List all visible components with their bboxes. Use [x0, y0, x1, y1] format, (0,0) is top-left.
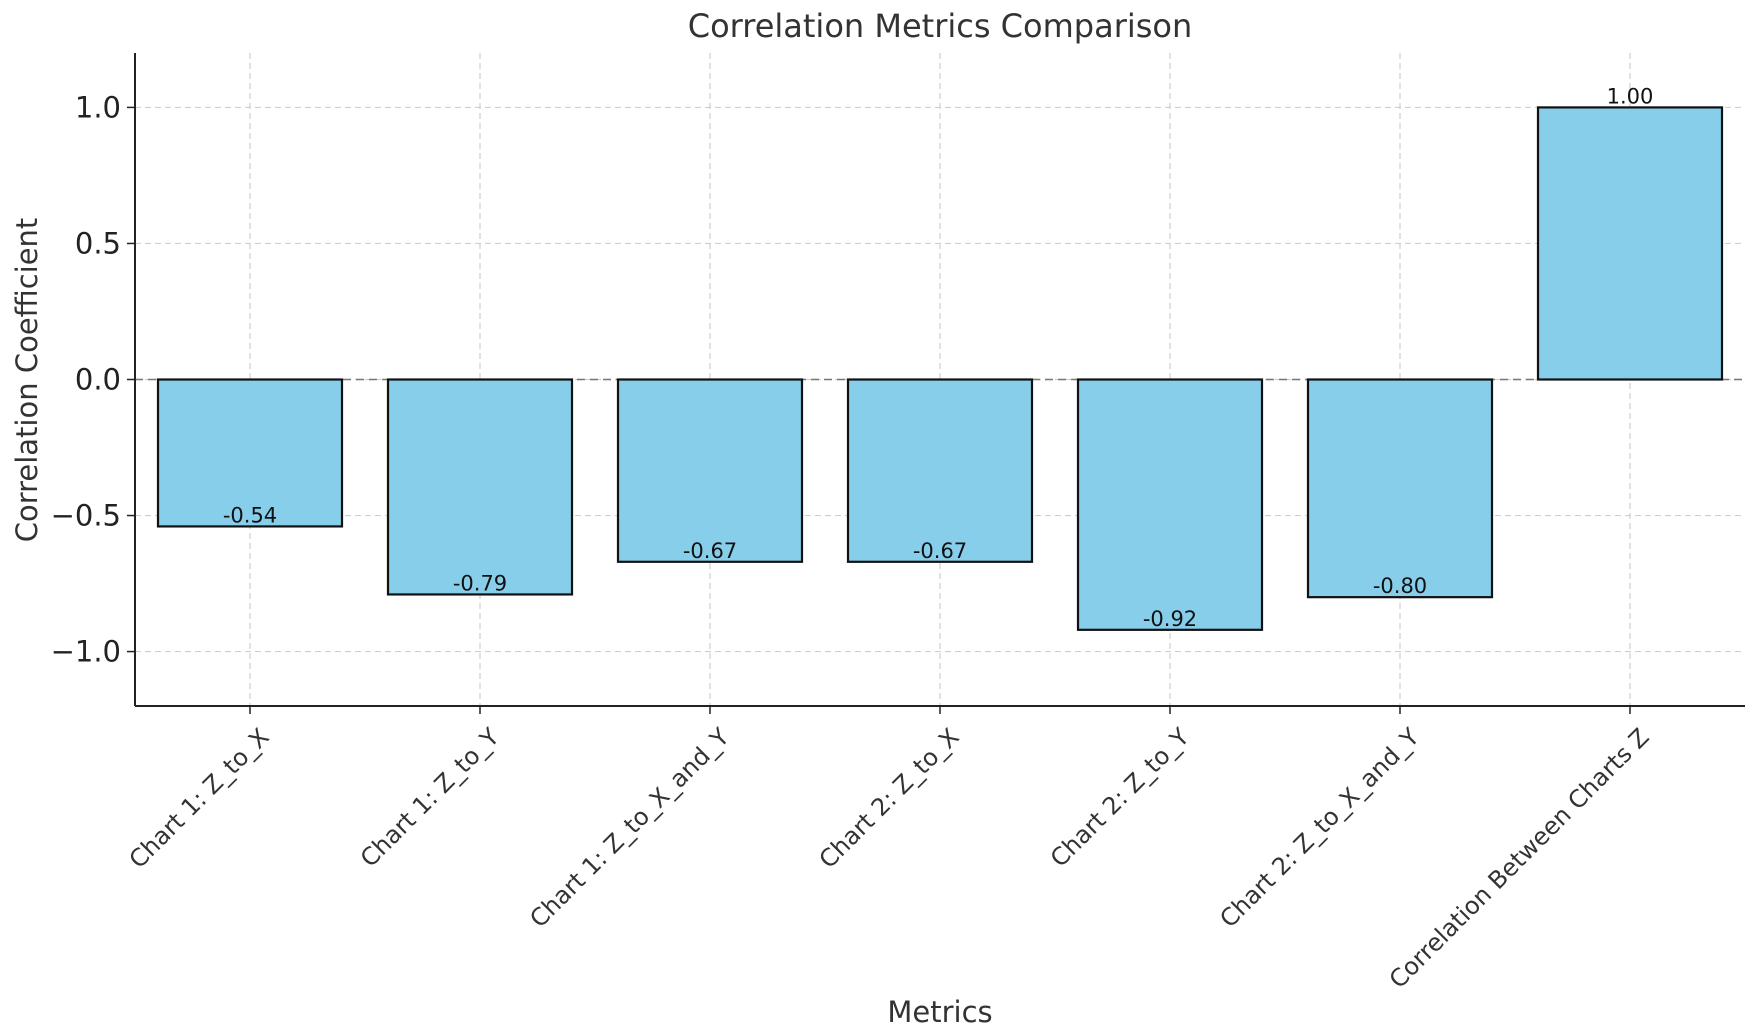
bar — [1076, 378, 1264, 631]
x-tick-label: Chart 1: Z_to_X — [124, 723, 275, 874]
bar — [1306, 378, 1494, 599]
bars-layer — [156, 106, 1724, 631]
x-tick-label: Chart 2: Z_to_X_and_Y — [1214, 723, 1425, 934]
y-tick-label: 1.0 — [75, 90, 121, 124]
bar-value-label: -0.80 — [1373, 574, 1427, 598]
y-tick-label: −0.5 — [51, 499, 121, 533]
chart-title: Correlation Metrics Comparison — [688, 7, 1193, 45]
y-tick-label: −1.0 — [51, 635, 121, 669]
bar — [156, 378, 344, 528]
labels-layer: -0.54 -0.79 -0.67 -0.67 -0.92 -0.80 1.00 — [223, 84, 1654, 630]
x-axis-label: Metrics — [887, 995, 992, 1029]
bar-value-label: -0.79 — [453, 571, 507, 595]
x-tick-label: Chart 2: Z_to_Y — [1045, 723, 1195, 873]
bar-value-label: -0.67 — [913, 539, 967, 563]
bar — [1536, 106, 1724, 381]
x-tick-label: Correlation Between Charts Z — [1384, 723, 1655, 994]
x-tick-label: Chart 1: Z_to_X_and_Y — [524, 723, 735, 934]
bar — [846, 378, 1034, 563]
bar-value-label: -0.92 — [1143, 607, 1197, 631]
y-axis-label: Correlation Coefficient — [10, 218, 44, 543]
y-tick-label: 0.5 — [75, 226, 121, 260]
y-tick-label: 0.0 — [75, 363, 121, 397]
bar — [616, 378, 804, 563]
bar-value-label: 1.00 — [1607, 84, 1654, 108]
bar-value-label: -0.54 — [223, 503, 277, 527]
bar-value-label: -0.67 — [683, 539, 737, 563]
x-tick-label: Chart 2: Z_to_X — [814, 723, 965, 874]
x-tick-label: Chart 1: Z_to_Y — [355, 723, 505, 873]
bar — [386, 378, 574, 596]
